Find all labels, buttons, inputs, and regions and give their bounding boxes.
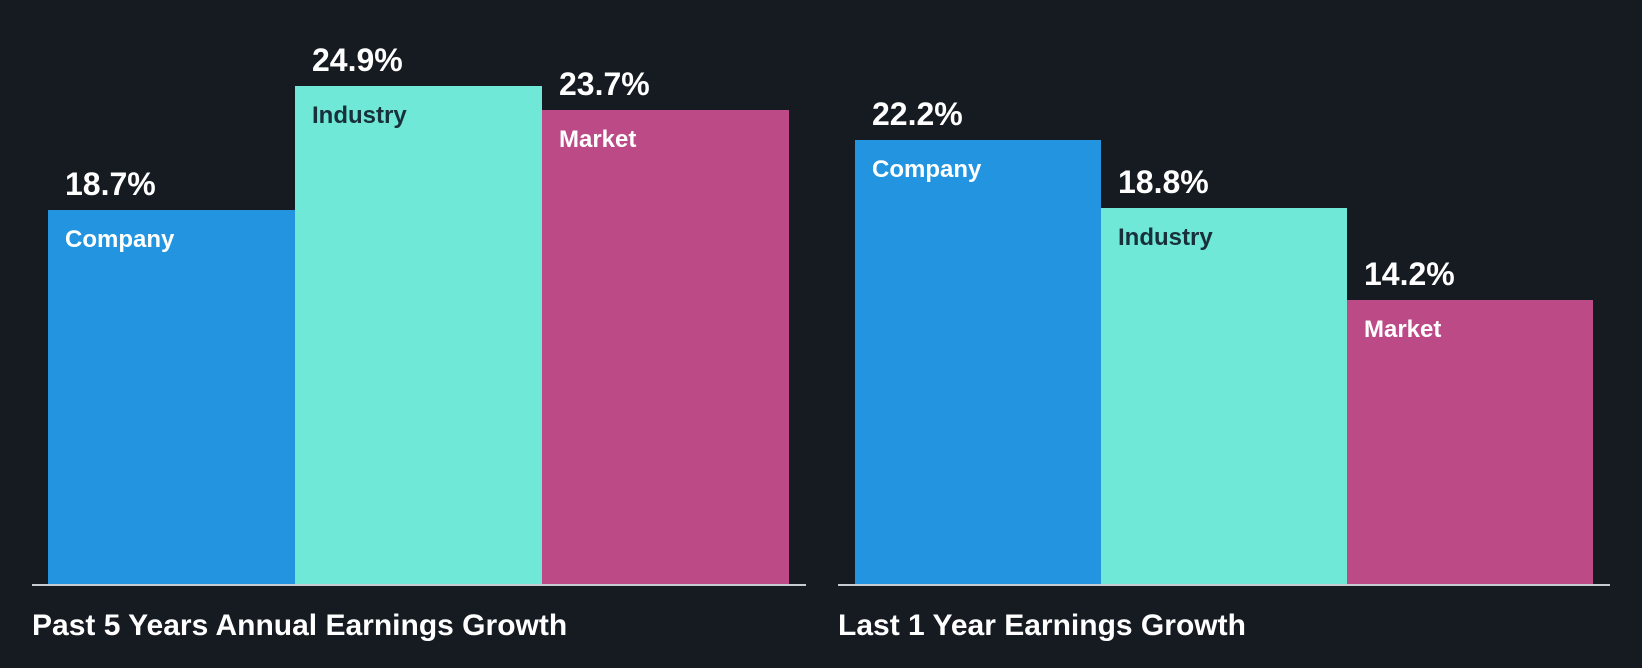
bar-label-industry: Industry — [312, 102, 407, 129]
panel-past-5-years: 18.7% Company 24.9% Industry 23.7% Market Past… — [32, 42, 806, 642]
bar-label-company: Company — [872, 156, 982, 183]
panel-last-1-year: 22.2% Company 18.8% Industry 14.2% Market Last… — [838, 96, 1610, 642]
bar-label-industry: Industry — [1118, 224, 1213, 251]
chart-title-past-5-years: Past 5 Years Annual Earnings Growth — [32, 609, 567, 642]
bar-market — [542, 110, 789, 584]
bar-label-market: Market — [559, 126, 636, 153]
bar-label-market: Market — [1364, 316, 1441, 343]
value-label-industry: 18.8% — [1118, 164, 1209, 200]
value-label-company: 22.2% — [872, 96, 963, 132]
bar-company — [855, 140, 1101, 584]
value-label-market: 23.7% — [559, 66, 650, 102]
bar-label-company: Company — [65, 226, 175, 253]
value-label-market: 14.2% — [1364, 256, 1455, 292]
bar-industry — [1101, 208, 1347, 584]
chart-title-last-1-year: Last 1 Year Earnings Growth — [838, 609, 1246, 642]
value-label-industry: 24.9% — [312, 42, 403, 78]
bar-market — [1347, 300, 1593, 584]
bar-industry — [295, 86, 542, 584]
value-label-company: 18.7% — [65, 166, 156, 202]
bar-company — [48, 210, 295, 584]
